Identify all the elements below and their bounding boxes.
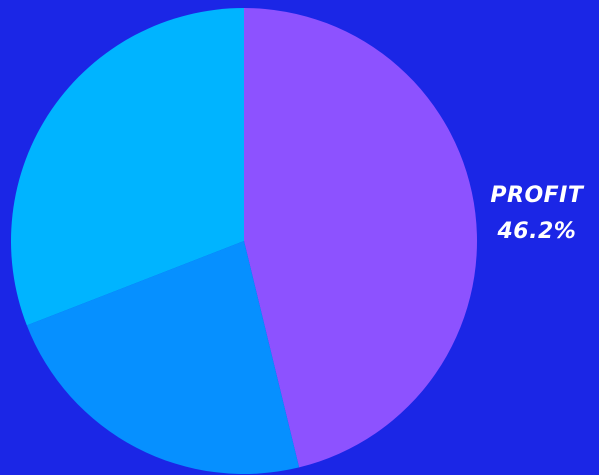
pie-slice-0 (244, 8, 477, 468)
pie-labels: PROFIT 46.2% (490, 183, 584, 244)
pie-slice-2 (10, 8, 245, 326)
pie-slice-1 (26, 241, 300, 475)
slice-value-label-0: 46.2% (496, 219, 576, 244)
pie-slices (10, 8, 477, 475)
slice-label-0: PROFIT (490, 183, 584, 208)
